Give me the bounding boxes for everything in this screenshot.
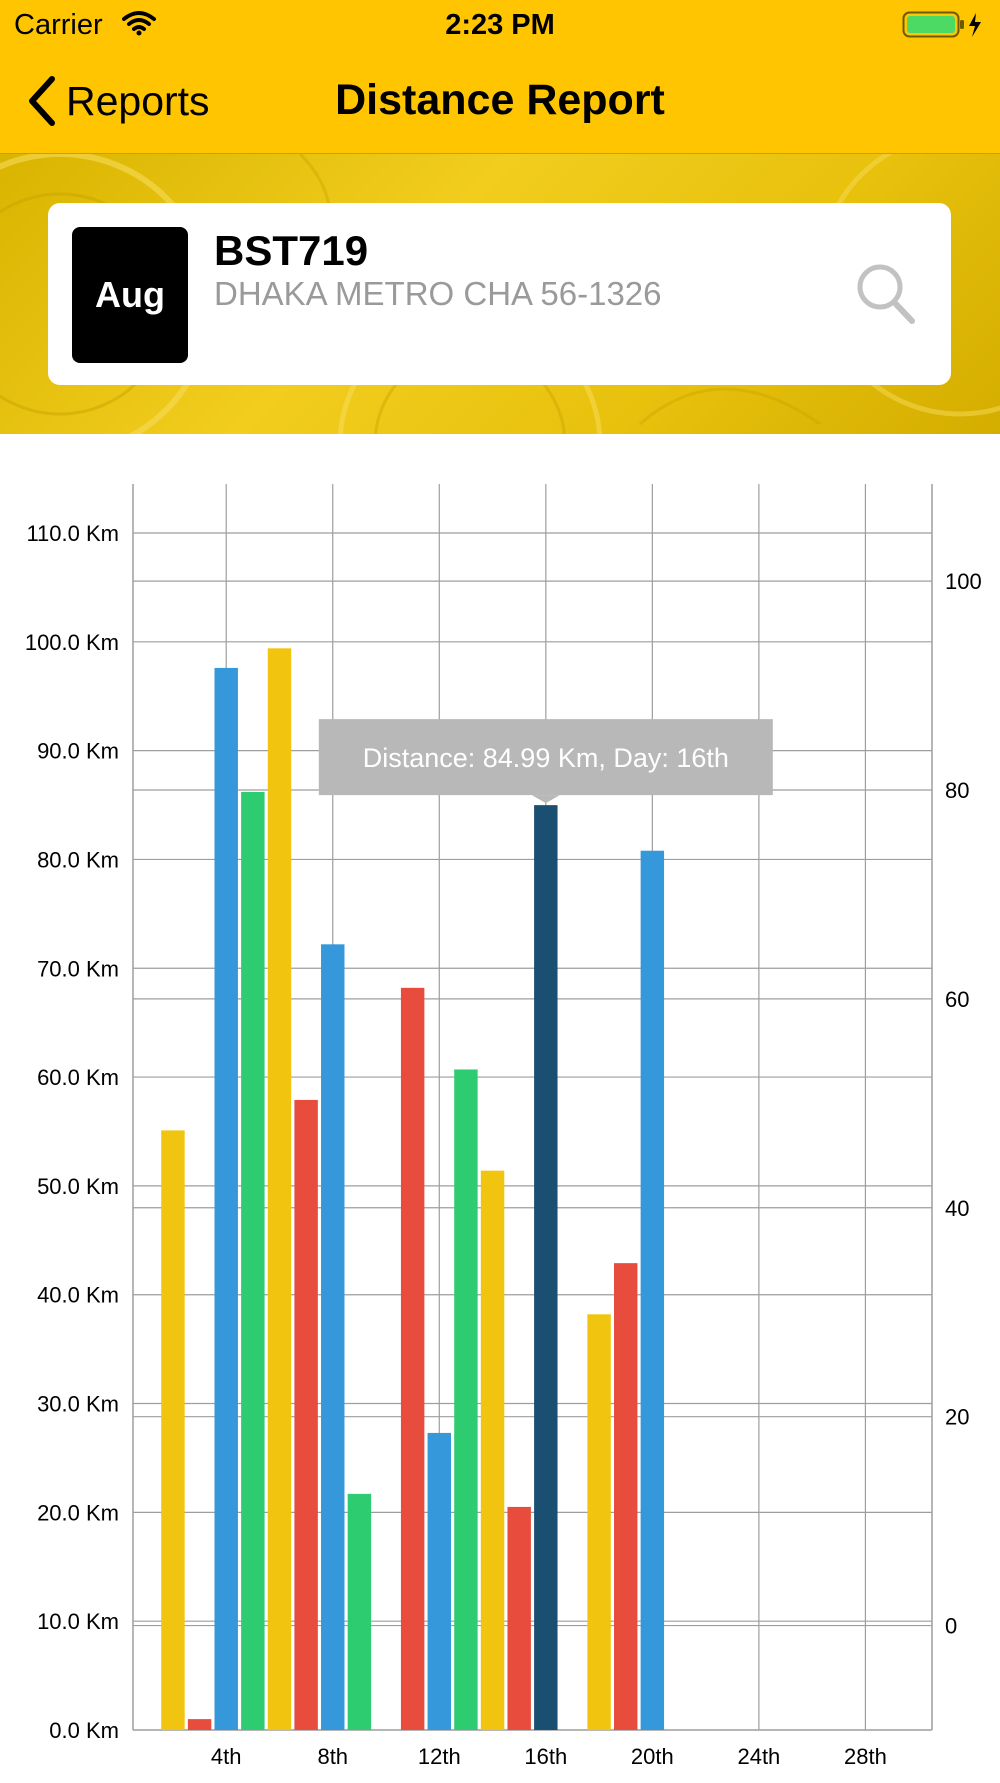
y-tick-label-left-3: 30.0 Km [37,1392,119,1417]
x-tick-label-6: 28th [844,1744,887,1769]
y-tick-label-left-4: 40.0 Km [37,1283,119,1308]
bar-day-2 [187,1719,212,1730]
chevron-left-icon [29,76,55,126]
bar-day-10 [400,987,425,1730]
y-tick-label-right-4: 80 [945,778,969,803]
back-button-label: Reports [66,77,210,124]
x-tick-label-5: 24th [737,1744,780,1769]
y-tick-label-left-1: 10.0 Km [37,1609,119,1634]
bar-day-13 [480,1170,505,1730]
status-time: 2:23 PM [445,9,555,41]
wifi-icon [122,11,156,36]
y-tick-label-left-7: 70.0 Km [37,956,119,981]
bar-day-4 [241,791,265,1730]
bar-day-18 [613,1263,638,1730]
bar-day-15 [534,805,558,1730]
search-icon[interactable] [854,261,918,327]
vehicle-plate: DHAKA METRO CHA 56-1326 [214,275,662,312]
x-tick-label-1: 8th [317,1744,348,1769]
bar-day-17 [587,1314,611,1730]
bar-day-1 [161,1130,185,1730]
x-tick-label-3: 16th [524,1744,567,1769]
y-tick-label-right-3: 60 [945,987,969,1012]
bar-day-12 [454,1069,478,1730]
back-button[interactable]: Reports [26,70,210,132]
bar-day-6 [294,1099,318,1730]
status-bar: Carrier 2:23 PM [0,0,1000,50]
carrier-label: Carrier [14,9,103,41]
y-tick-label-left-10: 100.0 Km [25,630,119,655]
bar-day-7 [321,944,345,1730]
vehicle-card[interactable]: Aug BST719 DHAKA METRO CHA 56-1326 [48,203,951,385]
vehicle-name: BST719 [214,227,369,274]
tooltip-pointer [531,795,560,804]
bar-day-3 [214,667,238,1730]
y-tick-label-left-0: 0.0 Km [49,1718,119,1743]
y-tick-label-right-2: 40 [945,1196,969,1221]
bar-day-8 [347,1493,372,1730]
page-title: Distance Report [335,76,665,124]
y-tick-label-left-9: 90.0 Km [37,739,119,764]
y-tick-label-left-11: 110.0 Km [26,521,119,546]
x-tick-label-4: 20th [631,1744,674,1769]
y-tick-label-left-6: 60.0 Km [37,1065,119,1090]
y-tick-label-right-1: 20 [945,1405,969,1430]
battery-charging-icon [902,11,981,38]
bar-day-11 [427,1432,452,1730]
bar-day-19 [640,850,665,1730]
distance-bar-chart: 0.0 Km 10.0 Km 20.0 Km 30.0 Km 40.0 Km 50.0 K… [0,434,1000,1778]
tooltip-box [318,719,773,796]
bar-day-14 [507,1506,531,1730]
x-tick-label-0: 4th [211,1744,242,1769]
month-selector-button[interactable]: Aug [72,227,188,363]
navigation-bar: Reports Distance Report [0,50,1000,154]
chart-canvas: 0.0 Km 10.0 Km 20.0 Km 30.0 Km 40.0 Km 50.0 K… [25,484,982,1769]
bar-day-5 [267,648,292,1731]
x-tick-label-2: 12th [418,1744,461,1769]
y-tick-label-right-5: 100 [945,569,982,594]
y-tick-label-left-5: 50.0 Km [37,1174,119,1199]
y-tick-label-left-2: 20.0 Km [37,1500,119,1525]
y-tick-label-left-8: 80.0 Km [37,847,119,872]
y-tick-label-right-0: 0 [945,1614,957,1639]
tooltip-text: Distance: 84.99 Km, Day: 16th [363,743,729,773]
